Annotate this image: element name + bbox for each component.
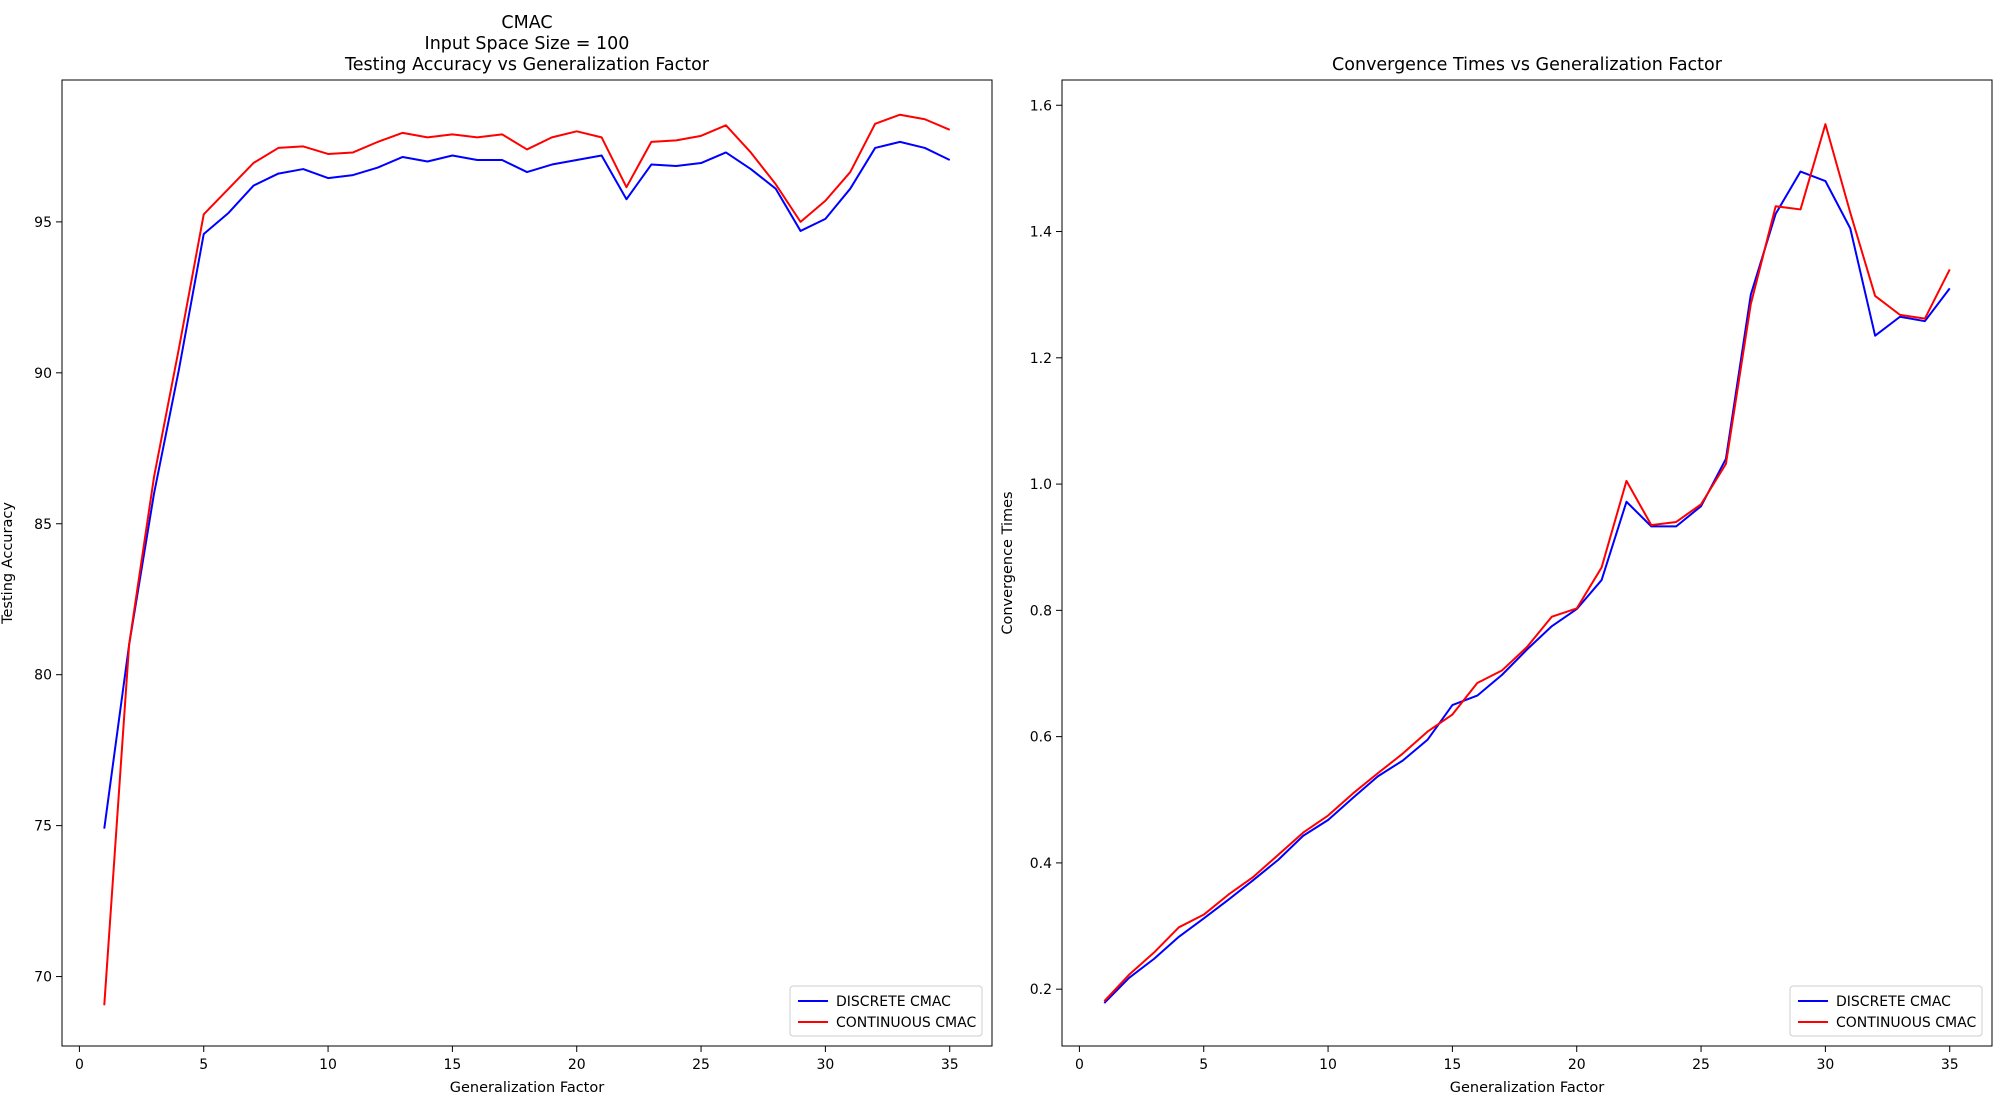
series-line-discrete — [103, 140, 951, 829]
x-tick-label: 20 — [568, 1057, 586, 1073]
legend-label: CONTINUOUS CMAC — [836, 1015, 976, 1031]
legend: DISCRETE CMAC CONTINUOUS CMAC — [1789, 985, 1983, 1037]
y-tick-label: 70 — [34, 970, 52, 986]
y-tick-label: 75 — [34, 819, 52, 835]
x-tick-label: 15 — [443, 1057, 461, 1073]
y-tick-label: 85 — [34, 517, 52, 533]
legend-label: CONTINUOUS CMAC — [1836, 1015, 1976, 1031]
x-tick-label: 10 — [1319, 1057, 1337, 1073]
plot-frame — [1061, 79, 1993, 1047]
y-tick-label: 80 — [34, 668, 52, 684]
chart-title-line: Convergence Times vs Generalization Fact… — [1332, 55, 1723, 75]
x-tick-label: 10 — [319, 1057, 337, 1073]
legend-box — [789, 985, 983, 1037]
series-line-continuous — [1103, 123, 1951, 1002]
chart-title-line: CMAC — [501, 13, 552, 33]
legend: DISCRETE CMAC CONTINUOUS CMAC — [789, 985, 983, 1037]
x-tick-label: 5 — [1199, 1057, 1208, 1073]
x-tick-label: 25 — [692, 1057, 710, 1073]
x-tick-label: 20 — [1568, 1057, 1586, 1073]
x-tick-label: 35 — [1941, 1057, 1959, 1073]
y-tick-label: 95 — [34, 215, 52, 231]
y-tick-label: 1.0 — [1030, 477, 1052, 493]
legend-label: DISCRETE CMAC — [1836, 994, 1951, 1010]
plot-area — [1062, 80, 1992, 1046]
legend-box — [1789, 985, 1983, 1037]
y-tick-label: 0.2 — [1030, 982, 1052, 998]
plot-frame — [61, 79, 993, 1047]
chart-title-line: Input Space Size = 100 — [425, 34, 630, 54]
x-tick-label: 25 — [1692, 1057, 1710, 1073]
x-tick-label: 0 — [1075, 1057, 1084, 1073]
x-axis-label: Generalization Factor — [450, 1080, 604, 1096]
y-axis-label: Convergence Times — [1000, 491, 1016, 634]
legend-label: DISCRETE CMAC — [836, 994, 951, 1010]
plot-area — [62, 80, 992, 1046]
x-tick-label: 0 — [75, 1057, 84, 1073]
chart-title-line: Testing Accuracy vs Generalization Facto… — [344, 55, 710, 75]
y-tick-label: 1.2 — [1030, 351, 1052, 367]
y-tick-label: 90 — [34, 366, 52, 382]
x-tick-label: 30 — [1816, 1057, 1834, 1073]
y-tick-label: 0.6 — [1030, 730, 1052, 746]
y-tick-label: 0.8 — [1030, 603, 1052, 619]
series-line-discrete — [1103, 170, 1951, 1004]
x-tick-label: 15 — [1443, 1057, 1461, 1073]
y-axis-label: Testing Accuracy — [0, 502, 16, 625]
x-tick-label: 30 — [816, 1057, 834, 1073]
x-axis-label: Generalization Factor — [1450, 1080, 1604, 1096]
x-tick-label: 5 — [199, 1057, 208, 1073]
chart-panel-2: Convergence Times vs Generalization Fact… — [1000, 55, 1993, 1096]
y-tick-label: 0.4 — [1030, 856, 1052, 872]
series-line-continuous — [103, 113, 951, 1006]
y-tick-label: 1.4 — [1030, 225, 1052, 241]
y-tick-label: 1.6 — [1030, 98, 1052, 114]
x-tick-label: 35 — [941, 1057, 959, 1073]
